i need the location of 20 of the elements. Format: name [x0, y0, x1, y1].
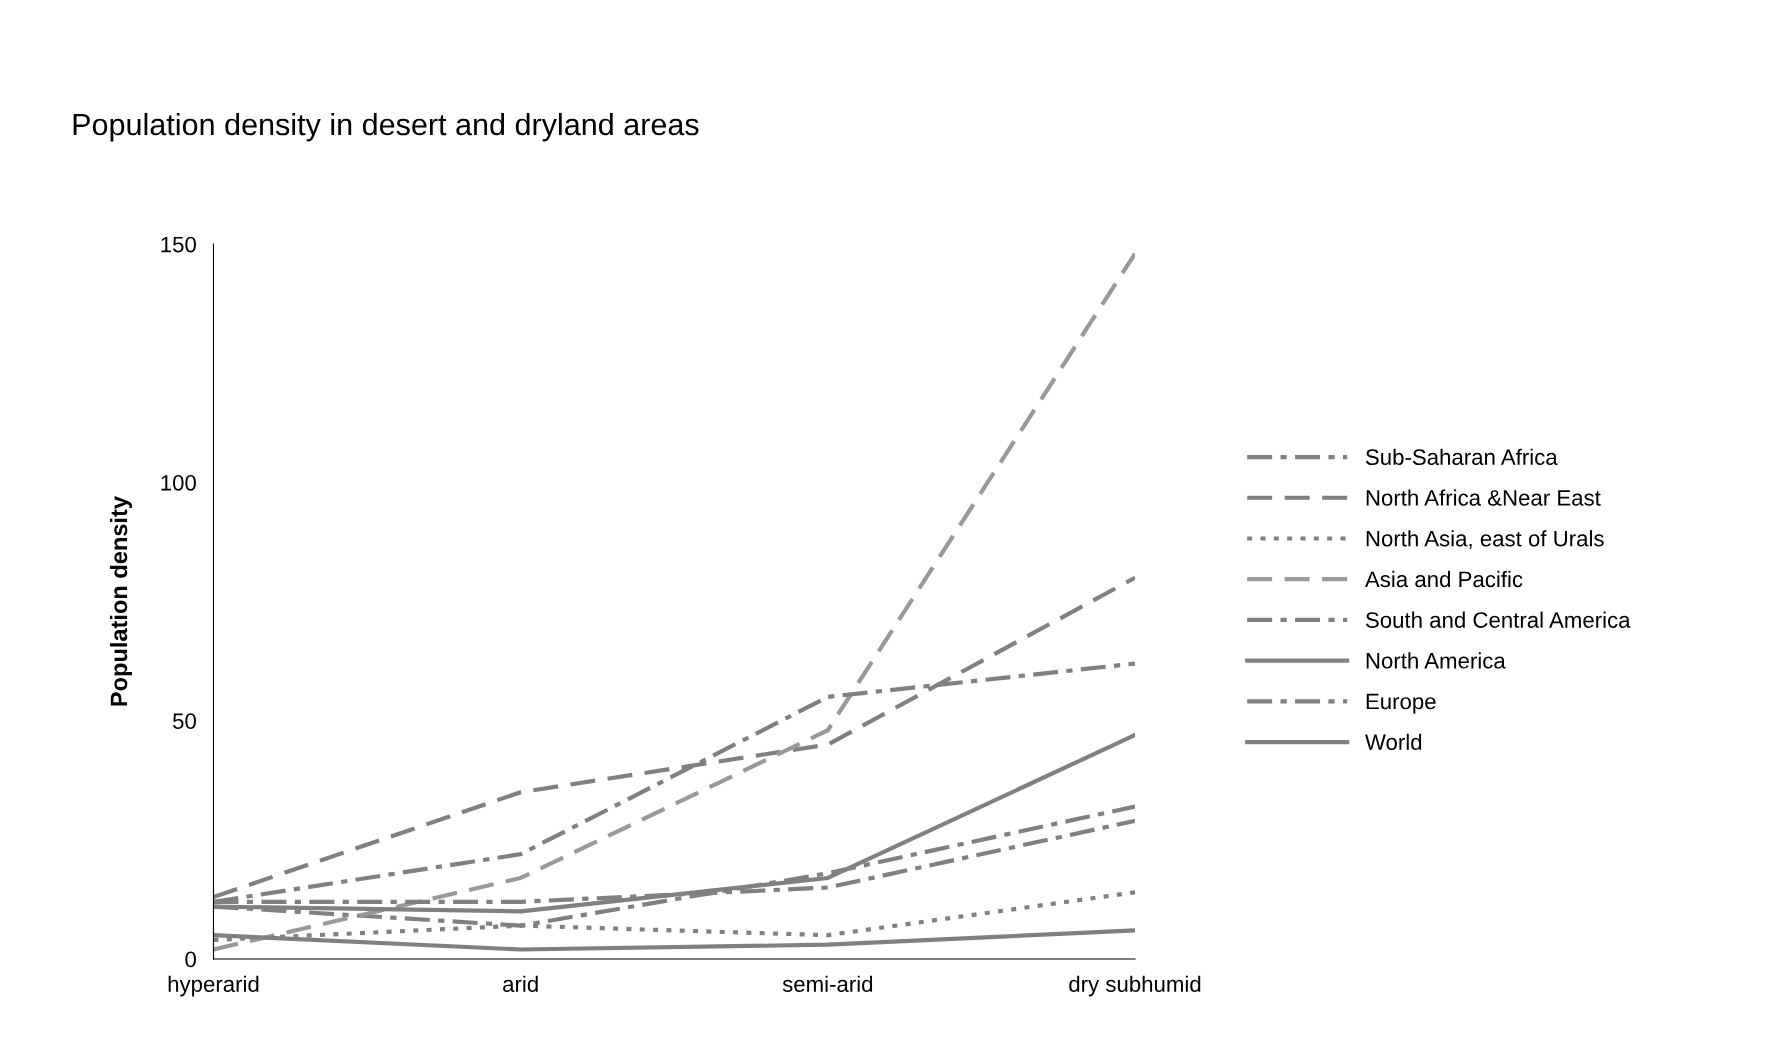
legend-label: Europe	[1366, 693, 1436, 714]
x-tick-label: hyperarid	[168, 975, 259, 997]
legend-label: South and Central America	[1365, 611, 1631, 628]
legend-label: World	[1365, 733, 1422, 751]
x-tick-label: semi-arid	[782, 975, 873, 992]
x-tick-label: dry subhumid	[1069, 975, 1201, 997]
legend-label: North America	[1366, 652, 1506, 669]
legend-label: Asia and Pacific	[1364, 570, 1523, 588]
legend-label: Sub-Saharan Africa	[1365, 448, 1558, 466]
y-tick-label: 150	[161, 236, 196, 253]
line-series	[213, 575, 1135, 900]
legend-label: North Asia, east of Urals	[1366, 530, 1604, 550]
y-tick-label: 0	[185, 951, 196, 968]
y-axis-title: Population density	[109, 496, 132, 706]
chart-title: Population density in desert and dryland areas	[73, 112, 699, 142]
legend-label: North Africa &Near East	[1366, 489, 1601, 506]
line-series	[213, 251, 1135, 952]
x-tick-label: arid	[503, 975, 538, 992]
y-tick-label: 50	[172, 713, 196, 729]
y-tick-label: 100	[161, 474, 196, 491]
